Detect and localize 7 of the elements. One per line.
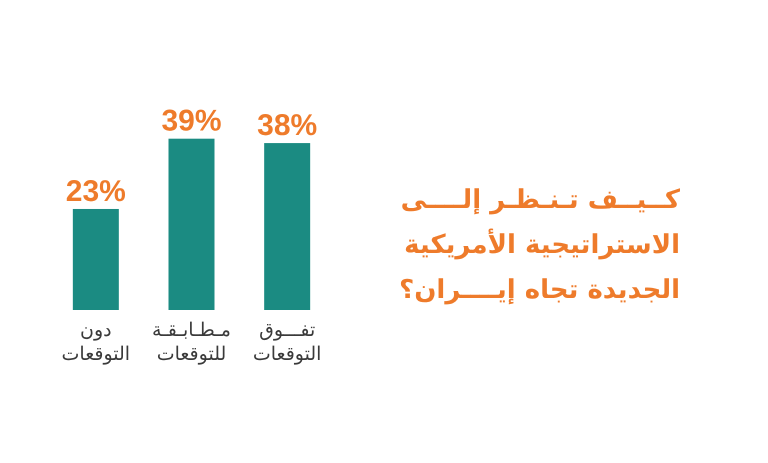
data-label: 39% [161, 104, 222, 138]
text: كــيــف تـنـظـر إلــــى الاستراتيجية الأمريكية الجديدة تجاه إيــــران؟ [398, 184, 680, 307]
data-label: 23% [66, 174, 126, 208]
data-label: 38% [257, 109, 318, 142]
x-tick-label: دون التوقعات [60, 318, 132, 366]
x-tick-label: تفـــوق التوقعات [252, 318, 322, 366]
x-tick-label: مـطـابـقـة للتوقعات [151, 318, 232, 366]
